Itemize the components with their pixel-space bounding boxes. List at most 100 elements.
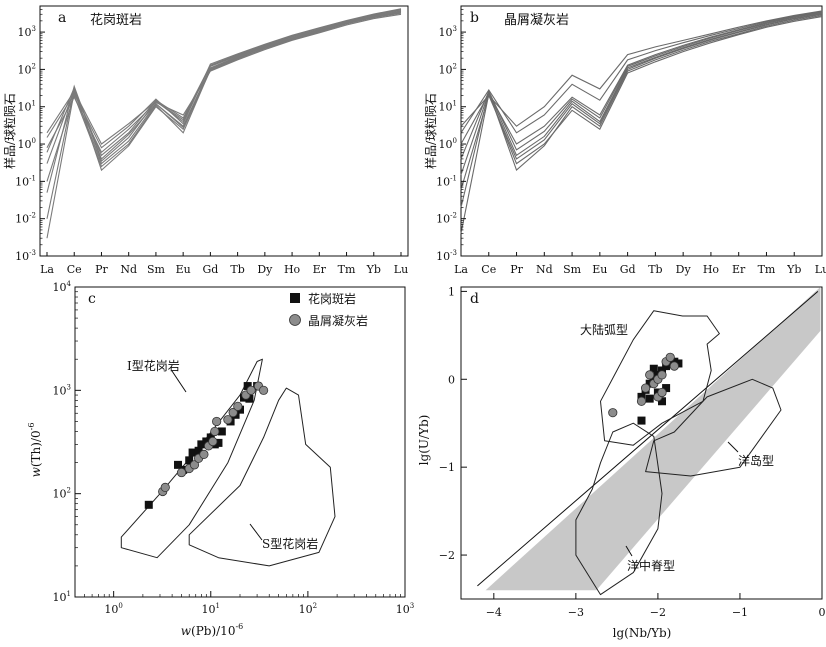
d-xtick-label-1: −3	[568, 606, 584, 619]
panel-d-frame	[460, 286, 823, 600]
a-xtick-label-1: Ce	[67, 263, 82, 276]
b-xtick-label-2: Pr	[510, 263, 523, 276]
b-series-line-2	[460, 13, 823, 190]
panel-a-series	[46, 8, 402, 239]
a-xtick-label-12: Yb	[366, 263, 381, 276]
d-point-porphyry-0	[637, 416, 646, 425]
a-ytick-label-4: 101	[18, 100, 36, 114]
d-point-porphyry-11	[658, 397, 667, 406]
d-ytick-label-3: −2	[439, 549, 455, 562]
c-point-tuff-1	[160, 482, 170, 492]
a-xtick-label-5: Eu	[176, 263, 191, 276]
b-xtick-label-9: Ho	[703, 263, 720, 276]
d-ytick-label-2: −1	[439, 461, 455, 474]
c-point-porphyry-7	[202, 437, 211, 446]
c-point-porphyry-11	[217, 427, 226, 436]
a-xtick-label-2: Pr	[95, 263, 108, 276]
panel-d: −4 −3 −2 −1 0 1 0 −1 −2 d 大陆弧型 洋岛型 洋中脊型 lg(Nb/Yb…	[417, 285, 826, 640]
a-series-line-6	[46, 8, 402, 149]
d-xtick-label-0: −4	[486, 606, 502, 619]
a-xtick-label-3: Nd	[120, 263, 137, 276]
b-ytick-label-1: 10-2	[436, 212, 457, 226]
panel-c-points	[144, 381, 269, 509]
field-label-i-granite: I型花岗岩	[127, 358, 180, 373]
a-xtick-label-9: Ho	[284, 263, 301, 276]
legend-marker-tuff	[289, 314, 301, 326]
a-series-line-5	[46, 13, 402, 154]
panel-d-points	[608, 352, 683, 425]
d-field-outline-0	[600, 310, 720, 446]
panel-d-ylabel: lg(U/Yb)	[417, 415, 431, 466]
d-mantle-array-band	[485, 287, 821, 591]
panel-a-ylabel: 样品/球粒陨石	[2, 93, 17, 169]
b-xtick-label-0: La	[454, 263, 468, 276]
panel-b: La Ce Pr Nd Sm Eu Gd Tb Dy Ho Er Tm Yb Lu 10-3 10-2 10-1…	[423, 5, 826, 276]
a-xtick-label-10: Er	[313, 263, 327, 276]
b-series-line-0	[460, 16, 823, 234]
c-point-porphyry-1	[174, 460, 183, 469]
a-series-line-7	[46, 11, 402, 160]
b-ytick-label-4: 101	[439, 100, 457, 114]
d-point-tuff-11	[657, 387, 667, 398]
b-ytick-label-6: 103	[439, 25, 457, 39]
a-ytick-label-0: 10-3	[15, 249, 36, 263]
c-xtick-label-0: 100	[104, 602, 122, 616]
panel-d-fields	[477, 287, 821, 596]
c-point-tuff-13	[233, 401, 243, 411]
c-point-porphyry-10	[214, 438, 223, 447]
panel-b-frame	[460, 5, 823, 257]
a-ytick-label-6: 103	[18, 25, 36, 39]
panel-c-axes: 100 101 102 103 101 102 103 104	[53, 280, 415, 616]
panel-b-series	[460, 10, 823, 234]
d-point-tuff-8	[665, 352, 675, 362]
panel-a-frame	[39, 5, 409, 257]
legend-label-tuff: 晶屑凝灰岩	[308, 313, 368, 328]
c-point-tuff-4	[189, 460, 200, 470]
panel-d-letter: d	[470, 291, 479, 307]
a-series-line-0	[46, 10, 402, 239]
a-xtick-label-11: Tm	[338, 263, 356, 276]
b-xtick-label-10: Er	[732, 263, 746, 276]
d-xtick-label-2: −2	[650, 606, 666, 619]
panel-a-title: 花岗斑岩	[90, 12, 142, 28]
field-label-mid-ocean-ridge: 洋中脊型	[627, 558, 675, 573]
c-ytick-label-1: 102	[53, 487, 71, 501]
d-point-tuff-9	[669, 361, 679, 371]
d-point-tuff-3	[645, 370, 655, 380]
b-xtick-label-3: Nd	[536, 263, 553, 276]
b-series-line-6	[460, 10, 823, 134]
b-ytick-label-5: 102	[439, 62, 457, 76]
b-xtick-label-13: Lu	[815, 263, 826, 276]
d-point-tuff-2	[641, 383, 651, 393]
b-xtick-label-5: Eu	[592, 263, 607, 276]
legend-label-porphyry: 花岗斑岩	[308, 291, 356, 306]
d-point-tuff-0	[608, 408, 618, 418]
c-ytick-label-2: 103	[53, 383, 71, 397]
panel-a: La Ce Pr Nd Sm Eu Gd Tb Dy Ho Er Tm Yb Lu 10-3 10-2 10-1…	[2, 5, 409, 276]
d-ytick-label-1: 0	[448, 373, 455, 386]
field-pointer-ocean-island	[727, 441, 739, 453]
c-point-tuff-11	[223, 415, 233, 425]
field-pointer-mid-ocean-ridge	[625, 545, 633, 557]
c-xtick-label-3: 103	[396, 602, 414, 616]
c-xtick-label-1: 101	[202, 602, 220, 616]
b-series-line-1	[460, 14, 823, 208]
panel-c-ylabel: w(Th)/0-6	[27, 423, 43, 478]
b-series-line-3	[460, 12, 823, 175]
c-point-porphyry-17	[245, 394, 254, 403]
b-series-line-4	[460, 12, 823, 160]
c-point-porphyry-16	[243, 382, 252, 391]
c-point-tuff-8	[208, 436, 218, 447]
field-label-s-granite: S型花岗岩	[262, 536, 318, 551]
d-reference-line	[477, 291, 819, 587]
d-point-tuff-6	[657, 370, 667, 380]
d-xtick-label-4: 0	[819, 606, 826, 619]
c-point-porphyry-5	[194, 446, 203, 455]
d-field-outline-2	[575, 422, 663, 596]
d-point-porphyry-15	[645, 394, 654, 403]
a-series-line-1	[46, 12, 402, 219]
panel-b-title: 晶屑凝灰岩	[504, 12, 569, 28]
c-point-tuff-17	[259, 385, 269, 395]
a-series-line-4	[46, 9, 402, 164]
